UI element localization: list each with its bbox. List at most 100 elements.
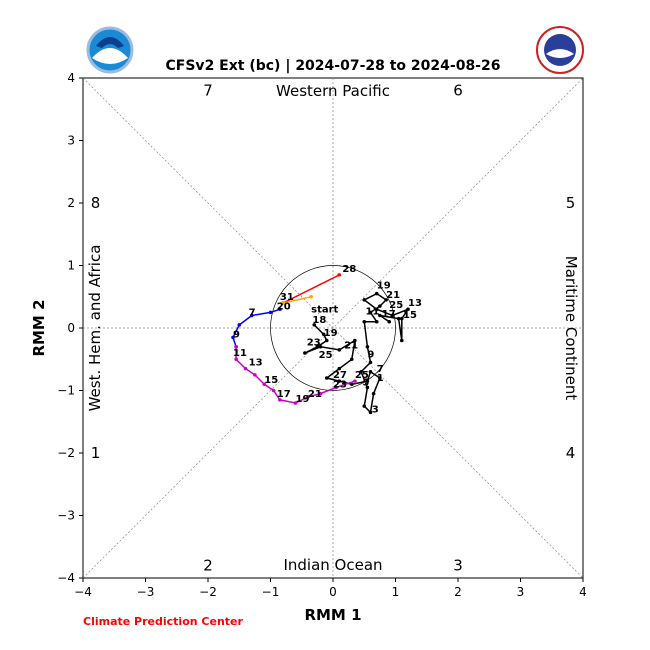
phase-label: 4 (566, 444, 576, 462)
data-point (390, 313, 395, 318)
data-point (365, 344, 370, 349)
day-label: 9 (233, 329, 240, 340)
data-point (243, 366, 248, 371)
data-point (371, 391, 376, 396)
day-label: 11 (366, 306, 380, 317)
nws-logo (536, 26, 584, 74)
region-indian-ocean: Indian Ocean (283, 556, 382, 574)
data-point (368, 369, 373, 374)
day-label: 5 (362, 378, 369, 389)
data-point (353, 338, 357, 343)
data-point (387, 319, 392, 324)
day-label: 11 (233, 348, 247, 359)
y-tick-label: 3 (67, 134, 75, 148)
data-point (315, 344, 320, 349)
day-label: 25 (355, 370, 369, 381)
y-tick-label: −3 (57, 509, 75, 523)
day-label: 1 (377, 373, 384, 384)
day-label: 15 (264, 375, 278, 386)
data-point (318, 391, 323, 396)
unit-circle (270, 265, 396, 391)
day-label: 18 (312, 315, 326, 326)
data-point (309, 294, 313, 299)
data-point (337, 348, 342, 352)
data-point (293, 401, 298, 405)
chart-title: CFSv2 Ext (bc) | 2024-07-28 to 2024-08-2… (166, 58, 501, 74)
data-point (303, 351, 307, 355)
phase-label: 5 (566, 194, 576, 212)
day-label: 13 (249, 358, 263, 369)
x-tick-label: −4 (74, 585, 92, 599)
y-tick-label: −4 (57, 571, 75, 585)
day-label: 17 (382, 309, 396, 320)
series-line (282, 274, 340, 304)
day-label: 31 (280, 292, 294, 303)
data-point (234, 357, 238, 362)
day-label: 23 (333, 379, 347, 390)
phase-label: 2 (203, 557, 213, 575)
series-line (235, 346, 356, 404)
x-tick-label: 2 (454, 585, 462, 599)
day-label: 20 (277, 301, 291, 312)
data-point (365, 379, 370, 383)
data-point (318, 344, 323, 349)
x-tick-label: 3 (517, 585, 525, 599)
y-axis-label: RMM 2 (30, 299, 48, 356)
day-label: 7 (377, 364, 384, 375)
day-label: 17 (277, 389, 291, 400)
data-point (374, 307, 379, 312)
data-point (399, 338, 404, 343)
day-label: 21 (386, 290, 400, 301)
data-point (365, 385, 370, 390)
day-label: 27 (333, 370, 347, 381)
day-label: 19 (296, 394, 310, 405)
day-label: 3 (372, 404, 379, 415)
credit-text: Climate Prediction Center (83, 615, 243, 628)
data-point (384, 298, 388, 302)
data-point (253, 373, 257, 377)
day-label: 15 (403, 310, 417, 321)
data-point (337, 273, 342, 277)
y-tick-label: 1 (67, 259, 75, 273)
phase-label: 3 (453, 557, 463, 575)
data-point (281, 301, 285, 305)
data-point (368, 360, 373, 365)
data-point (362, 404, 367, 408)
data-point (374, 319, 379, 324)
day-label: 25 (389, 300, 403, 311)
data-point (268, 310, 273, 315)
data-point (337, 379, 342, 383)
data-point (324, 376, 329, 380)
day-label: 21 (308, 389, 322, 400)
day-label: 9 (367, 349, 374, 360)
data-point (362, 319, 367, 324)
data-point (262, 382, 267, 387)
series-line (282, 296, 312, 304)
region-western-pacific: Western Pacific (276, 82, 390, 100)
data-point (337, 366, 342, 371)
data-point (378, 313, 382, 318)
x-tick-label: −1 (262, 585, 280, 599)
day-label: 21 (344, 341, 358, 352)
day-label: 13 (408, 298, 422, 309)
day-label: 23 (307, 338, 321, 349)
x-tick-label: 4 (579, 585, 587, 599)
y-tick-label: −1 (57, 384, 75, 398)
data-point (312, 323, 317, 327)
x-axis-label: RMM 1 (304, 606, 361, 624)
noaa-logo (86, 26, 134, 74)
day-label: 25 (319, 350, 333, 361)
data-point (349, 357, 354, 362)
data-point (353, 379, 357, 383)
data-point (359, 369, 363, 374)
data-point (321, 332, 326, 337)
data-point (399, 316, 404, 321)
day-label: start (311, 304, 338, 315)
data-point (349, 382, 354, 387)
data-point (324, 338, 329, 343)
phase-label: 8 (91, 194, 101, 212)
day-label: 28 (342, 264, 356, 275)
